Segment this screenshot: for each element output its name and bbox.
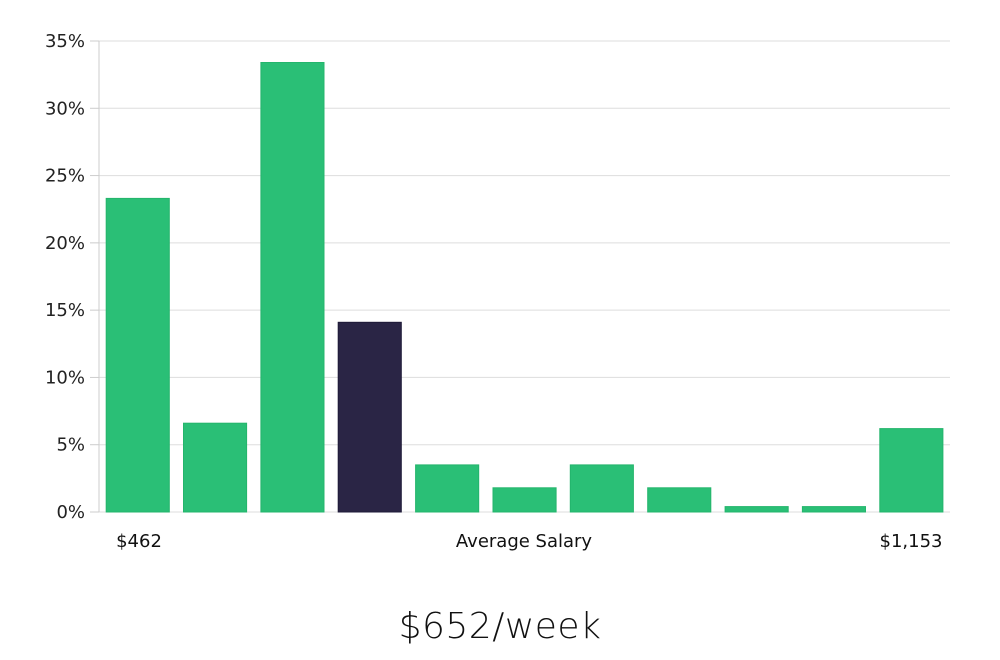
y-tick-label: 35% xyxy=(45,31,85,52)
bar xyxy=(879,428,944,513)
bar xyxy=(183,422,248,513)
y-tick-label: 5% xyxy=(56,435,85,456)
bar xyxy=(801,506,867,513)
bar-highlighted xyxy=(337,321,402,513)
x-axis-title: Average Salary xyxy=(456,531,593,552)
y-tick-label: 0% xyxy=(56,502,85,523)
average-salary-value: $652/week xyxy=(398,606,602,647)
y-tick-label: 10% xyxy=(45,367,85,388)
bar xyxy=(724,506,789,513)
bar xyxy=(492,487,557,513)
bar xyxy=(647,487,712,513)
bar xyxy=(415,464,480,513)
y-tick-label: 30% xyxy=(45,98,85,119)
bar xyxy=(105,197,170,513)
y-axis-ticks: 0% 5% 10% 15% 20% 25% 30% 35% xyxy=(45,31,99,523)
x-min-label: $462 xyxy=(116,531,162,552)
salary-histogram: 0% 5% 10% 15% 20% 25% 30% 35% $462 Average Sala… xyxy=(45,31,950,552)
y-tick-label: 20% xyxy=(45,233,85,254)
y-tick-label: 15% xyxy=(45,300,85,321)
y-tick-label: 25% xyxy=(45,166,85,187)
bars xyxy=(105,62,944,513)
bar xyxy=(569,464,634,513)
x-max-label: $1,153 xyxy=(880,531,943,552)
bar xyxy=(260,62,325,513)
